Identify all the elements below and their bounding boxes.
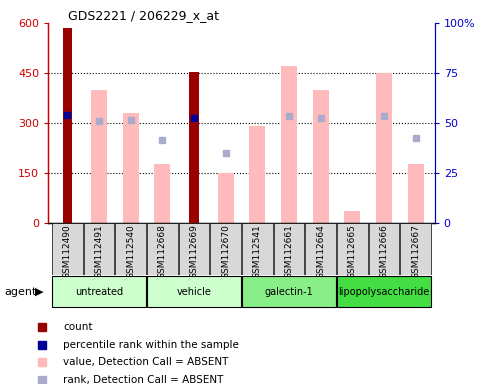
Text: rank, Detection Call = ABSENT: rank, Detection Call = ABSENT [63, 375, 224, 384]
Text: value, Detection Call = ABSENT: value, Detection Call = ABSENT [63, 357, 228, 367]
Text: GDS2221 / 206229_x_at: GDS2221 / 206229_x_at [68, 9, 219, 22]
Bar [52, 223, 83, 275]
Bar [376, 73, 392, 223]
Bar [242, 223, 272, 275]
Text: GSM112666: GSM112666 [380, 224, 388, 279]
Bar [313, 89, 328, 223]
Bar [242, 276, 336, 307]
Text: count: count [63, 322, 93, 332]
Bar [147, 223, 178, 275]
Bar [189, 72, 199, 223]
Bar [274, 223, 304, 275]
Bar [337, 223, 368, 275]
Text: lipopolysaccharide: lipopolysaccharide [339, 287, 430, 297]
Bar [147, 276, 241, 307]
Text: agent: agent [5, 287, 37, 297]
Bar [281, 66, 297, 223]
Text: GSM112664: GSM112664 [316, 224, 325, 279]
Text: GSM112491: GSM112491 [95, 224, 103, 279]
Text: GSM112541: GSM112541 [253, 224, 262, 279]
Bar [52, 276, 146, 307]
Text: GSM112668: GSM112668 [158, 224, 167, 279]
Bar [179, 223, 209, 275]
Bar [63, 28, 72, 223]
Bar [84, 223, 114, 275]
Bar [123, 113, 139, 223]
Text: untreated: untreated [75, 287, 123, 297]
Text: GSM112661: GSM112661 [284, 224, 294, 279]
Bar [249, 126, 265, 223]
Bar [218, 173, 234, 223]
Text: GSM112670: GSM112670 [221, 224, 230, 279]
Text: GSM112667: GSM112667 [411, 224, 420, 279]
Text: galectin-1: galectin-1 [265, 287, 313, 297]
Text: percentile rank within the sample: percentile rank within the sample [63, 339, 239, 349]
Bar [344, 211, 360, 223]
Bar [337, 276, 431, 307]
Bar [155, 164, 170, 223]
Bar [369, 223, 399, 275]
Text: vehicle: vehicle [177, 287, 212, 297]
Text: ▶: ▶ [35, 287, 43, 297]
Bar [408, 164, 424, 223]
Text: GSM112540: GSM112540 [126, 224, 135, 279]
Bar [305, 223, 336, 275]
Bar [400, 223, 431, 275]
Bar [115, 223, 146, 275]
Bar [91, 89, 107, 223]
Text: GSM112669: GSM112669 [189, 224, 199, 279]
Text: GSM112665: GSM112665 [348, 224, 357, 279]
Bar [211, 223, 241, 275]
Text: GSM112490: GSM112490 [63, 224, 72, 279]
